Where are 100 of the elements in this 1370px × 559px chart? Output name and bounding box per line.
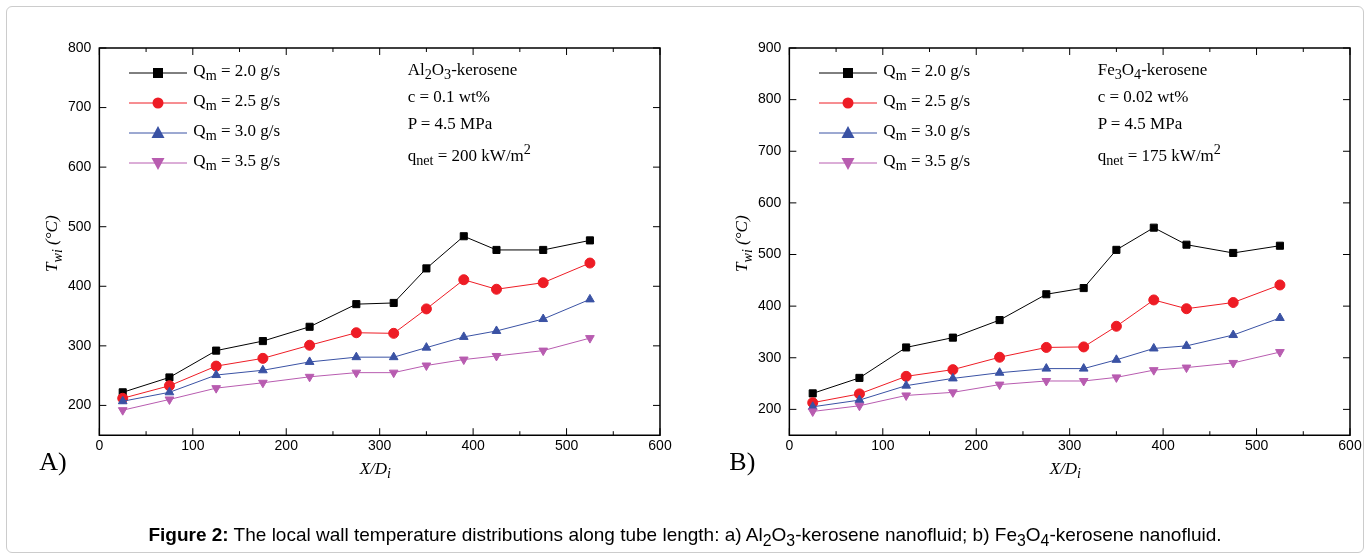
point [458,331,469,340]
legend-label: Q$_{m}$ = 2.5 g/s [193,91,281,115]
point [538,347,549,357]
point [420,303,432,315]
point [1111,354,1122,363]
x-tick-label: 100 [181,437,205,454]
point [351,369,362,379]
point [1275,349,1285,358]
legend-label: Q$_{m}$ = 3.5 g/s [193,151,281,175]
point [1078,363,1089,372]
point [854,394,865,404]
point [854,402,865,412]
point [257,352,269,364]
point [1149,223,1158,232]
point [165,373,174,382]
point [258,379,268,389]
legend-label: Q$_{m}$ = 3.0 g/s [193,121,281,145]
annotation: q$_{net}$ = 200 kW/m$^{2}$ [407,141,531,170]
point [388,327,400,339]
legend-label: Q$_{m}$ = 2.0 g/s [883,61,971,85]
x-tick-label: 600 [1338,437,1362,454]
point [258,364,268,374]
point [902,343,911,352]
point [1227,297,1239,309]
point [1041,377,1052,387]
y-tick-label: 200 [758,400,782,417]
point [538,313,549,323]
point [994,381,1005,391]
annotation: q$_{net}$ = 175 kW/m$^{2}$ [1097,141,1221,170]
x-tick-label: 100 [871,437,895,454]
point [900,370,912,382]
point [1180,303,1192,315]
point [1078,341,1090,353]
x-axis-title: X/D$_{i}$ [1049,459,1081,483]
point [1042,290,1051,299]
x-tick-label: 600 [648,437,672,454]
x-tick-label: 400 [461,437,486,454]
point [388,351,399,361]
x-tick-label: 500 [554,437,579,454]
x-tick-label: 0 [95,437,104,454]
point [1181,340,1192,349]
point [1148,342,1159,352]
point [1229,248,1238,257]
point [352,300,361,309]
y-tick-label: 700 [68,98,92,115]
annotation: Fe$_{3}$O$_{4}$-kerosene [1097,60,1208,84]
point [1041,363,1052,372]
point [994,367,1005,376]
annotation: c = 0.1 wt% [407,87,490,107]
y-tick-label: 800 [758,90,782,107]
annotation: P = 4.5 MPa [1097,114,1183,134]
point [808,389,817,398]
point [421,362,432,371]
point [1112,245,1121,254]
y-tick-label: 300 [758,348,782,365]
point [117,407,128,416]
point [1148,294,1160,306]
point [994,351,1006,363]
point [164,396,175,405]
annotation: c = 0.02 wt% [1097,87,1189,107]
point [948,333,957,342]
point [458,356,469,366]
point [304,339,316,351]
point [1079,284,1088,293]
point [305,322,314,331]
point [901,380,911,389]
annotation: Al$_{2}$O$_{3}$-kerosene [407,60,518,84]
y-tick-label: 600 [68,158,92,174]
x-tick-label: 300 [1058,437,1082,454]
y-tick-label: 300 [68,336,92,353]
point [1275,312,1285,322]
point [1111,374,1122,383]
x-tick-label: 500 [1244,437,1269,454]
point [212,346,221,355]
point [1228,329,1239,339]
legend-label: Q$_{m}$ = 3.5 g/s [883,151,971,175]
y-tick-label: 500 [68,217,92,234]
x-tick-label: 200 [964,437,989,454]
point [350,327,362,339]
y-tick-label: 700 [758,142,782,159]
point [807,408,818,417]
point [585,335,595,344]
point [1078,377,1089,387]
point [1182,240,1191,249]
y-tick-label: 200 [68,396,92,413]
y-tick-label: 900 [758,38,782,55]
point [211,369,221,379]
point [855,373,864,382]
point [947,364,959,376]
point [1228,359,1239,369]
point [351,351,362,361]
point [492,245,501,254]
y-tick-label: 600 [758,193,782,210]
annotation: P = 4.5 MPa [407,114,493,134]
x-tick-label: 400 [1151,437,1176,454]
text: A) [39,447,67,478]
x-tick-label: 300 [368,437,392,454]
point [304,356,315,365]
point [458,274,470,286]
legend-label: Q$_{m}$ = 3.0 g/s [883,121,971,145]
